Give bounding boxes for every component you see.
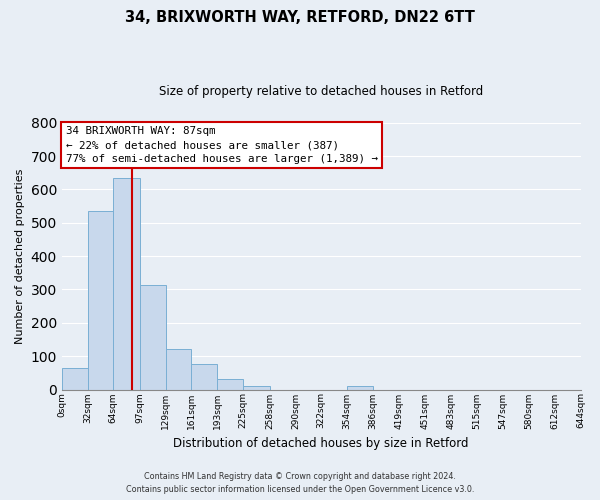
Bar bbox=[191, 364, 217, 390]
Title: Size of property relative to detached houses in Retford: Size of property relative to detached ho… bbox=[159, 85, 483, 98]
Text: 34, BRIXWORTH WAY, RETFORD, DN22 6TT: 34, BRIXWORTH WAY, RETFORD, DN22 6TT bbox=[125, 10, 475, 25]
X-axis label: Distribution of detached houses by size in Retford: Distribution of detached houses by size … bbox=[173, 437, 469, 450]
Bar bbox=[347, 386, 373, 390]
Text: Contains HM Land Registry data © Crown copyright and database right 2024.: Contains HM Land Registry data © Crown c… bbox=[144, 472, 456, 481]
Text: 34 BRIXWORTH WAY: 87sqm
← 22% of detached houses are smaller (387)
77% of semi-d: 34 BRIXWORTH WAY: 87sqm ← 22% of detache… bbox=[66, 126, 378, 164]
Text: Contains public sector information licensed under the Open Government Licence v3: Contains public sector information licen… bbox=[126, 485, 474, 494]
Bar bbox=[88, 211, 113, 390]
Y-axis label: Number of detached properties: Number of detached properties bbox=[15, 168, 25, 344]
Bar bbox=[140, 286, 166, 390]
Bar bbox=[243, 386, 269, 390]
Bar bbox=[217, 379, 243, 390]
Bar bbox=[113, 178, 140, 390]
Bar bbox=[62, 368, 88, 390]
Bar bbox=[166, 349, 191, 390]
